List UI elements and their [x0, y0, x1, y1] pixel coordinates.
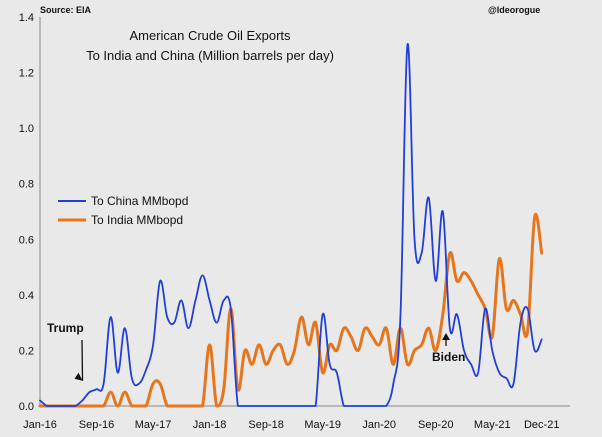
arrowhead-biden — [442, 333, 450, 340]
annotation-biden: Biden — [432, 350, 465, 364]
legend: To China MMbopd To India MMbopd — [58, 194, 188, 227]
x-tick-label: Sep-18 — [248, 419, 283, 431]
legend-label-india: To India MMbopd — [91, 213, 183, 227]
chart-title-line-2: To India and China (Million barrels per … — [86, 48, 334, 63]
x-axis: Jan-16 Sep-16 May-17 Jan-18 Sep-18 May-19 Jan-… — [23, 405, 570, 431]
x-tick-label: Jan-16 — [23, 419, 57, 431]
source-label: Source: EIA — [40, 5, 92, 15]
y-tick-label: 0.2 — [19, 345, 34, 357]
series-line-china — [39, 43, 543, 407]
series-layer — [38, 43, 544, 408]
y-tick-label: 1.4 — [19, 12, 34, 24]
y-tick-label: 0.4 — [19, 290, 34, 302]
x-tick-label: Jan-18 — [193, 419, 227, 431]
y-tick-label: 1.0 — [19, 123, 34, 135]
annotation-layer: Trump Biden — [47, 321, 465, 381]
x-tick-label: Jan-20 — [362, 419, 396, 431]
x-tick-label: May-17 — [135, 419, 172, 431]
legend-label-china: To China MMbopd — [91, 194, 188, 208]
annotation-arrow-trump — [81, 339, 84, 381]
x-tick-label: Dec-21 — [524, 419, 559, 431]
chart-title-line-1: American Crude Oil Exports — [129, 28, 291, 43]
x-tick-label: Sep-16 — [79, 419, 114, 431]
series-line-india — [38, 212, 544, 408]
arrowhead-trump — [74, 372, 83, 381]
credit-label: @ldeorogue — [488, 5, 540, 15]
x-tick-label: Sep-20 — [418, 419, 453, 431]
y-tick-label: 1.2 — [19, 68, 34, 80]
y-axis: 0.0 0.2 0.4 0.6 0.8 1.0 1.2 1.4 — [19, 12, 41, 413]
x-tick-label: May-19 — [304, 419, 341, 431]
y-tick-label: 0.6 — [19, 234, 34, 246]
x-tick-label: May-21 — [474, 419, 511, 431]
annotation-trump: Trump — [47, 321, 84, 335]
y-tick-label: 0.0 — [19, 401, 34, 413]
y-tick-label: 0.8 — [19, 179, 34, 191]
